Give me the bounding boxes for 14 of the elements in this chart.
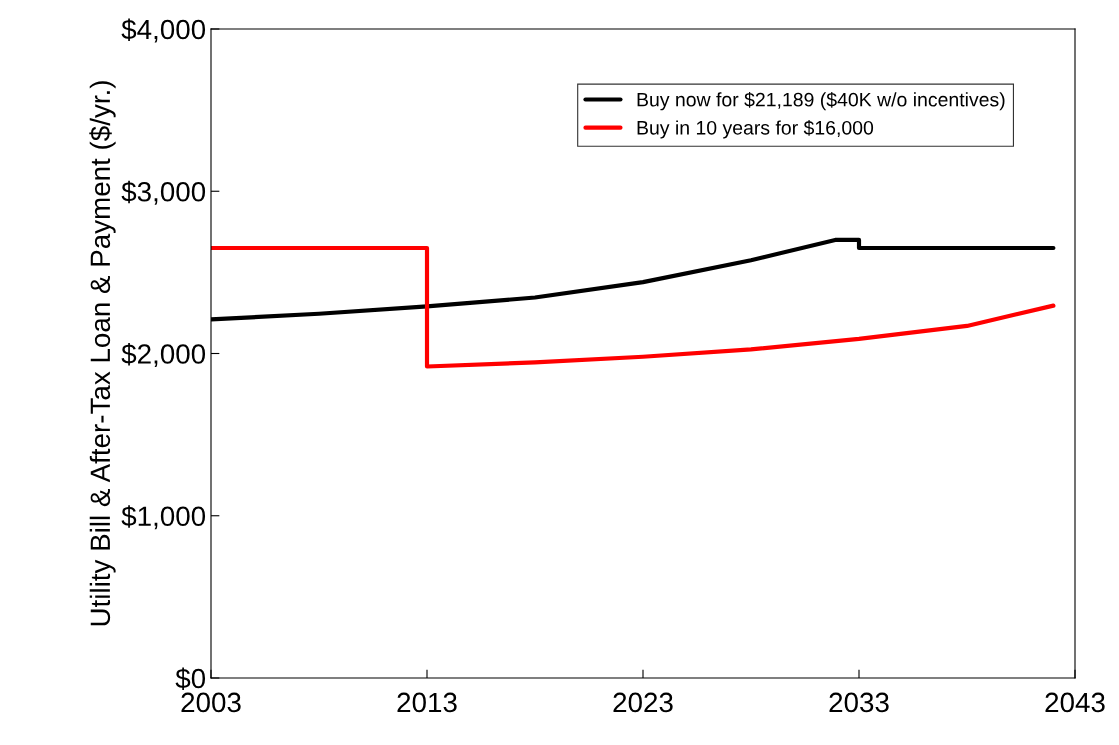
x-tick-label: 2003 <box>181 692 241 713</box>
y-axis-title: Utility Bill & After-Tax Loan & Payment ($/yr.) <box>89 81 116 626</box>
x-tick-label: 2043 <box>1045 692 1105 713</box>
y-tick-label: $3,000 <box>121 180 206 205</box>
y-tick-label: $0 <box>175 667 206 690</box>
legend-label: Buy now for $21,189 ($40K w/o incentives) <box>637 91 1005 111</box>
y-tick-label: $1,000 <box>121 505 206 530</box>
legend-label: Buy in 10 years for $16,000 <box>637 120 874 139</box>
y-tick-label: $2,000 <box>121 343 206 368</box>
x-tick-label: 2033 <box>829 692 889 713</box>
x-tick-label: 2023 <box>613 692 673 713</box>
line-series <box>211 245 1056 369</box>
y-tick-label: $4,000 <box>121 18 206 43</box>
x-tick-label: 2013 <box>397 692 457 713</box>
